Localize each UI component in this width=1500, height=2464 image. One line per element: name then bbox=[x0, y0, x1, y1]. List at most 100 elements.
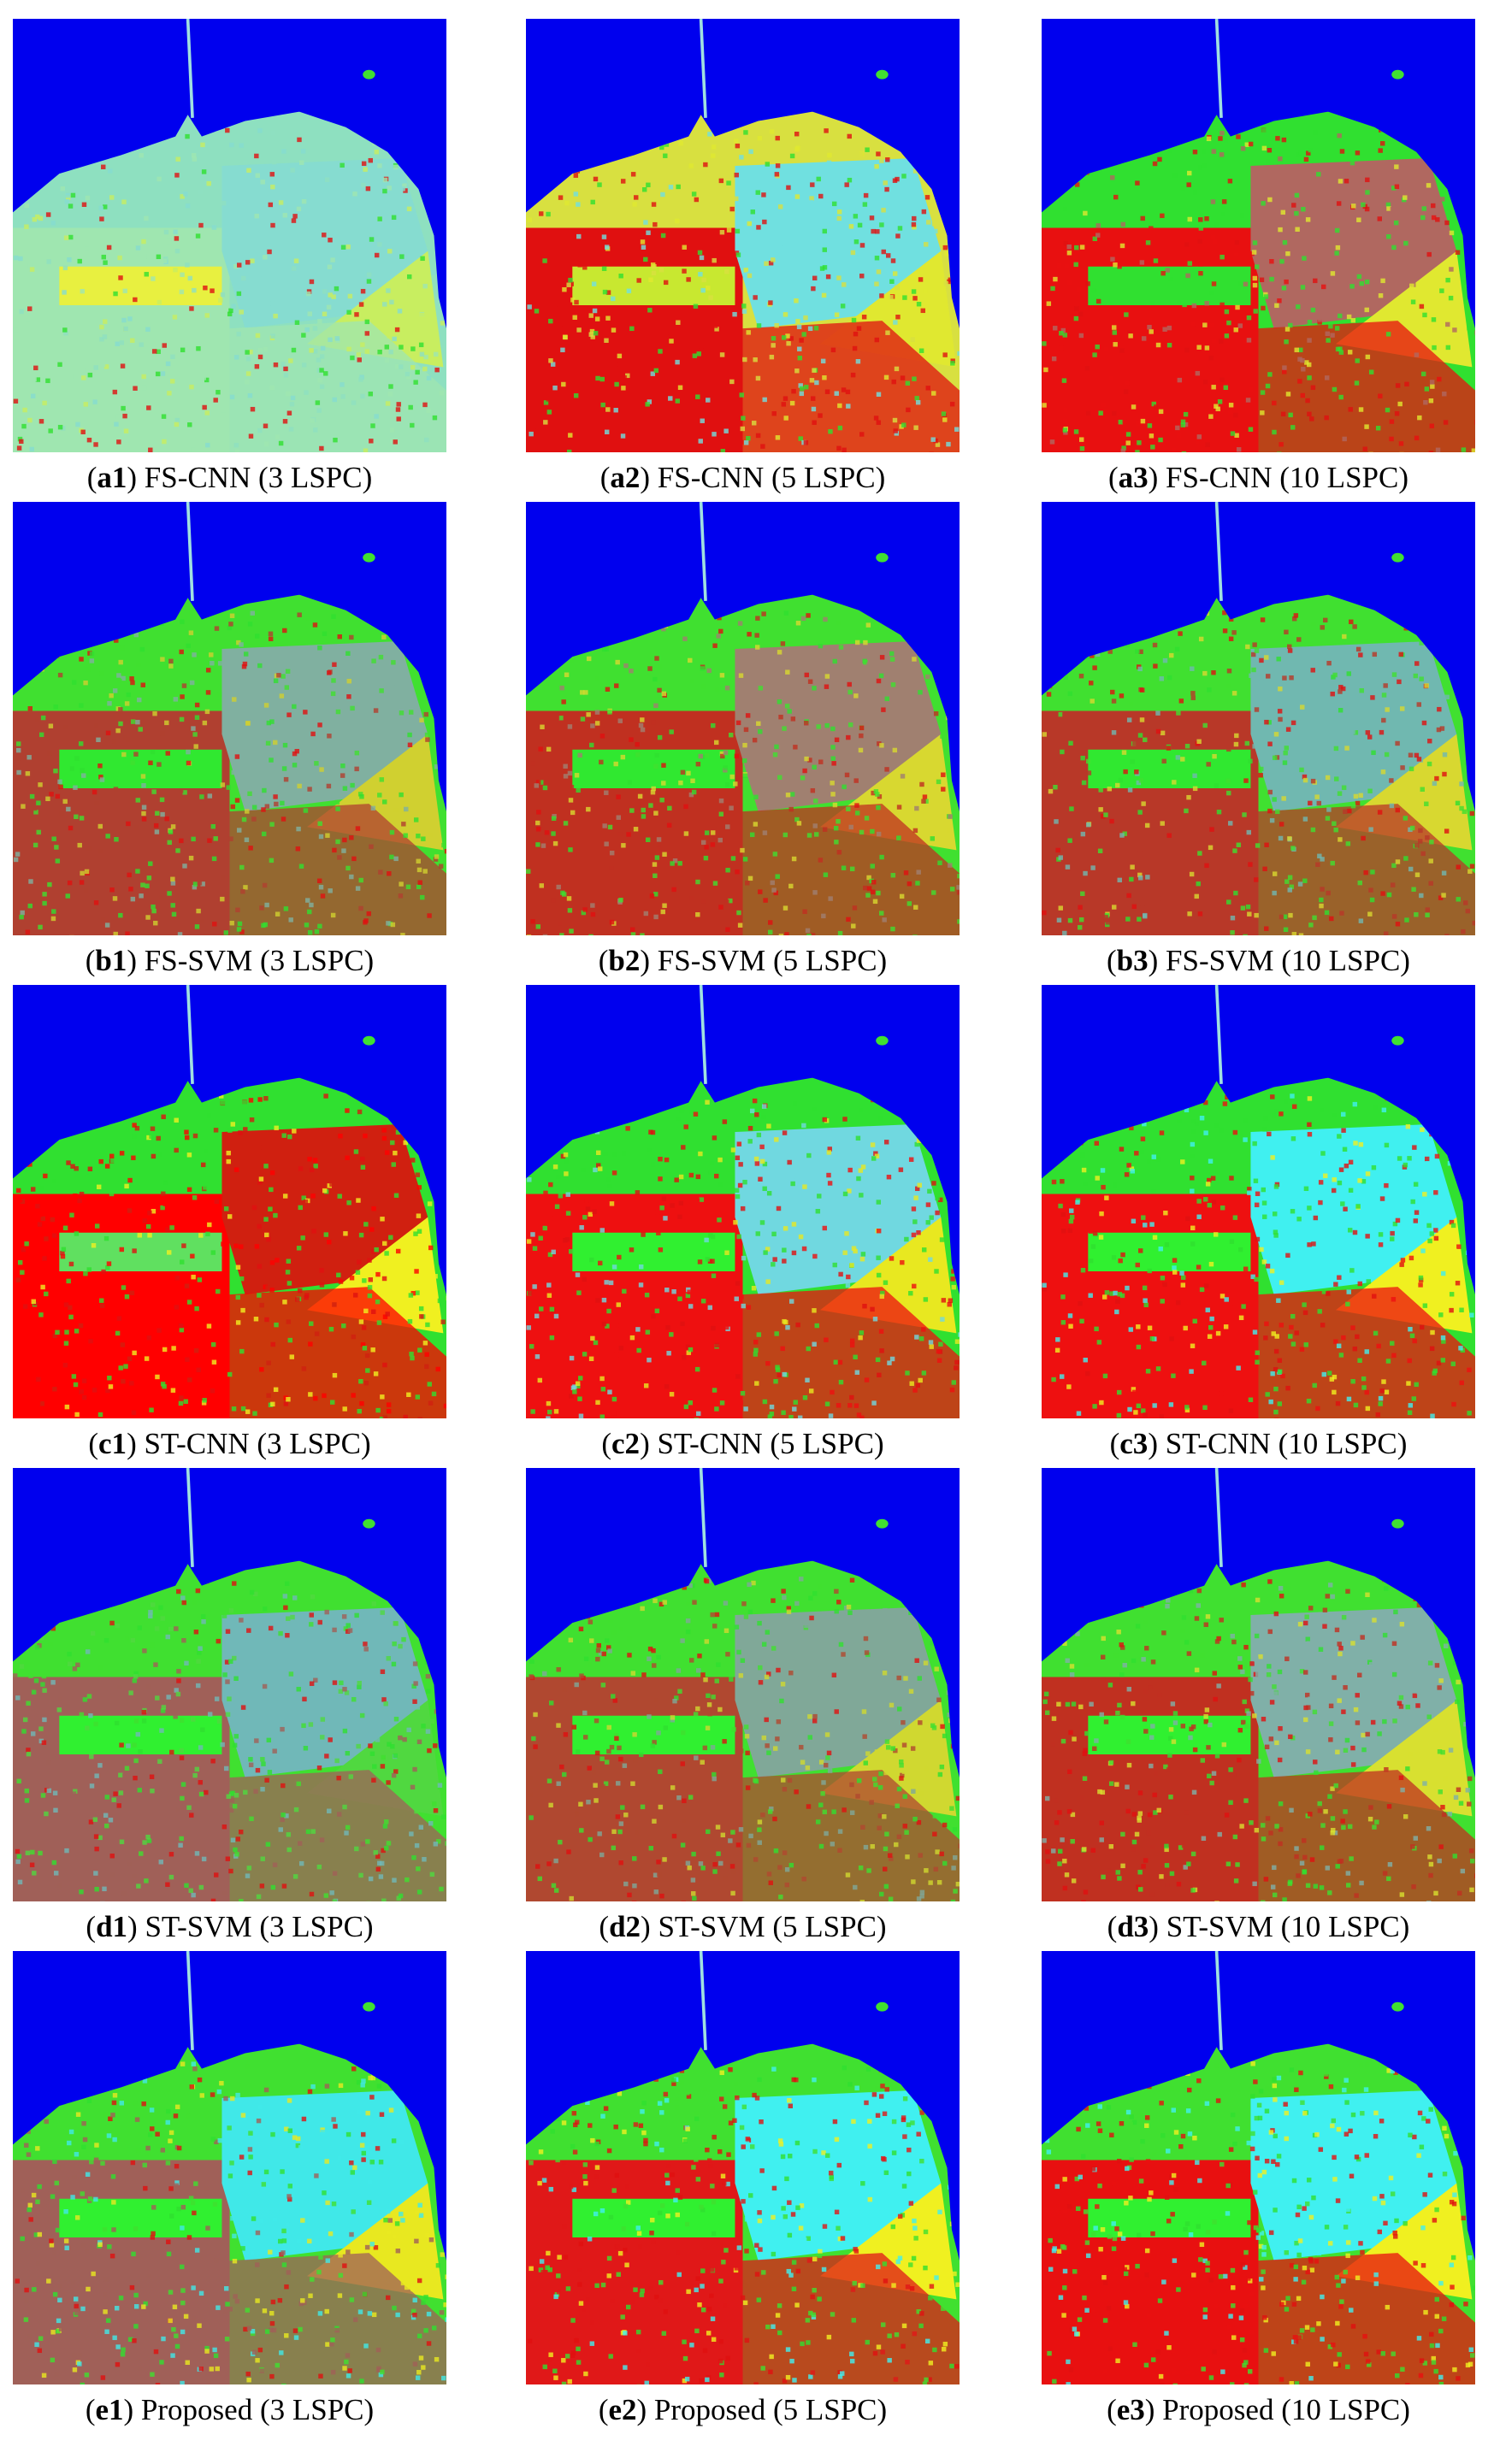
classification-map bbox=[526, 1468, 960, 1901]
caption-text: ) FS-SVM (10 LSPC) bbox=[1148, 944, 1410, 977]
caption-text: ( bbox=[598, 944, 609, 977]
caption: (a3) FS-CNN (10 LSPC) bbox=[1042, 459, 1475, 497]
caption: (a2) FS-CNN (5 LSPC) bbox=[526, 459, 960, 497]
caption-label: b2 bbox=[608, 944, 641, 977]
caption-text: ( bbox=[86, 461, 97, 494]
bridge bbox=[186, 1468, 194, 1567]
panel: (b1) FS-SVM (3 LSPC) bbox=[13, 502, 446, 980]
panel: (a3) FS-CNN (10 LSPC) bbox=[1042, 19, 1475, 497]
land bbox=[13, 1077, 446, 1418]
panel: (d3) ST-SVM (10 LSPC) bbox=[1042, 1468, 1475, 1946]
caption: (c2) ST-CNN (5 LSPC) bbox=[526, 1425, 960, 1463]
caption-label: e1 bbox=[95, 2393, 124, 2426]
panel: (d2) ST-SVM (5 LSPC) bbox=[526, 1468, 960, 1946]
caption: (c3) ST-CNN (10 LSPC) bbox=[1042, 1425, 1475, 1463]
classification-map bbox=[526, 985, 960, 1418]
panel: (e3) Proposed (10 LSPC) bbox=[1042, 1951, 1475, 2429]
island bbox=[363, 552, 375, 563]
island bbox=[876, 1035, 889, 1046]
classification-map bbox=[13, 1468, 446, 1901]
panel: (b3) FS-SVM (10 LSPC) bbox=[1042, 502, 1475, 980]
caption-text: ) FS-SVM (5 LSPC) bbox=[640, 944, 888, 977]
classification-map bbox=[13, 19, 446, 452]
classification-map bbox=[1042, 985, 1475, 1418]
island bbox=[1391, 1518, 1404, 1529]
caption: (d1) ST-SVM (3 LSPC) bbox=[13, 1908, 446, 1946]
island bbox=[363, 2001, 375, 2012]
caption-text: ( bbox=[1107, 2393, 1117, 2426]
bridge bbox=[186, 1951, 194, 2050]
panel: (b2) FS-SVM (5 LSPC) bbox=[526, 502, 960, 980]
bridge bbox=[186, 502, 194, 601]
land bbox=[13, 2043, 446, 2384]
caption-text: ) FS-SVM (3 LSPC) bbox=[127, 944, 375, 977]
caption-text: ( bbox=[599, 1910, 610, 1943]
land bbox=[526, 2043, 960, 2384]
caption-text: ) FS-CNN (5 LSPC) bbox=[640, 461, 886, 494]
classification-map bbox=[526, 19, 960, 452]
caption-text: ( bbox=[1107, 1910, 1118, 1943]
caption-text: ) ST-SVM (3 LSPC) bbox=[127, 1910, 374, 1943]
caption-label: c1 bbox=[98, 1427, 127, 1460]
caption-text: ) ST-CNN (3 LSPC) bbox=[127, 1427, 371, 1460]
land bbox=[1042, 2043, 1475, 2384]
caption-label: b1 bbox=[95, 944, 127, 977]
island bbox=[1391, 69, 1404, 80]
caption-label: a1 bbox=[97, 461, 127, 494]
caption-label: d3 bbox=[1117, 1910, 1149, 1943]
caption: (e2) Proposed (5 LSPC) bbox=[526, 2391, 960, 2429]
caption-label: a2 bbox=[610, 461, 641, 494]
caption-text: ) ST-SVM (10 LSPC) bbox=[1149, 1910, 1410, 1943]
caption: (d3) ST-SVM (10 LSPC) bbox=[1042, 1908, 1475, 1946]
bridge bbox=[699, 1951, 707, 2050]
caption: (d2) ST-SVM (5 LSPC) bbox=[526, 1908, 960, 1946]
classification-map bbox=[1042, 502, 1475, 935]
bridge bbox=[699, 1468, 707, 1567]
caption: (c1) ST-CNN (3 LSPC) bbox=[13, 1425, 446, 1463]
caption: (e1) Proposed (3 LSPC) bbox=[13, 2391, 446, 2429]
panel: (c3) ST-CNN (10 LSPC) bbox=[1042, 985, 1475, 1463]
bridge bbox=[699, 985, 707, 1084]
caption-label: e3 bbox=[1116, 2393, 1145, 2426]
caption: (b3) FS-SVM (10 LSPC) bbox=[1042, 942, 1475, 980]
bridge bbox=[1214, 985, 1223, 1084]
land bbox=[13, 111, 446, 452]
caption-text: ) Proposed (3 LSPC) bbox=[123, 2393, 375, 2426]
island bbox=[1391, 1035, 1404, 1046]
land bbox=[13, 594, 446, 935]
bridge bbox=[186, 985, 194, 1084]
panel: (e1) Proposed (3 LSPC) bbox=[13, 1951, 446, 2429]
panel: (a2) FS-CNN (5 LSPC) bbox=[526, 19, 960, 497]
caption-label: e2 bbox=[608, 2393, 637, 2426]
land bbox=[1042, 1560, 1475, 1901]
caption-label: d2 bbox=[609, 1910, 641, 1943]
caption: (a1) FS-CNN (3 LSPC) bbox=[13, 459, 446, 497]
caption-text: ) Proposed (10 LSPC) bbox=[1144, 2393, 1410, 2426]
island bbox=[363, 69, 375, 80]
island bbox=[363, 1035, 375, 1046]
panel: (c2) ST-CNN (5 LSPC) bbox=[526, 985, 960, 1463]
bridge bbox=[1214, 1951, 1223, 2050]
caption-text: ( bbox=[86, 1910, 97, 1943]
caption-text: ( bbox=[601, 1427, 612, 1460]
caption-text: ( bbox=[599, 461, 611, 494]
caption-text: ( bbox=[85, 944, 96, 977]
bridge bbox=[699, 19, 707, 118]
classification-map bbox=[1042, 1951, 1475, 2384]
island bbox=[876, 2001, 889, 2012]
caption-text: ) FS-CNN (10 LSPC) bbox=[1148, 461, 1408, 494]
bridge bbox=[1214, 19, 1223, 118]
land bbox=[526, 111, 960, 452]
island bbox=[876, 552, 889, 563]
caption-text: ( bbox=[88, 1427, 99, 1460]
island bbox=[876, 1518, 889, 1529]
island bbox=[1391, 2001, 1404, 2012]
caption-label: c2 bbox=[611, 1427, 641, 1460]
island bbox=[1391, 552, 1404, 563]
land bbox=[1042, 1077, 1475, 1418]
classification-map bbox=[13, 1951, 446, 2384]
caption-text: ) ST-CNN (5 LSPC) bbox=[640, 1427, 884, 1460]
caption: (b2) FS-SVM (5 LSPC) bbox=[526, 942, 960, 980]
caption-text: ) ST-CNN (10 LSPC) bbox=[1148, 1427, 1408, 1460]
